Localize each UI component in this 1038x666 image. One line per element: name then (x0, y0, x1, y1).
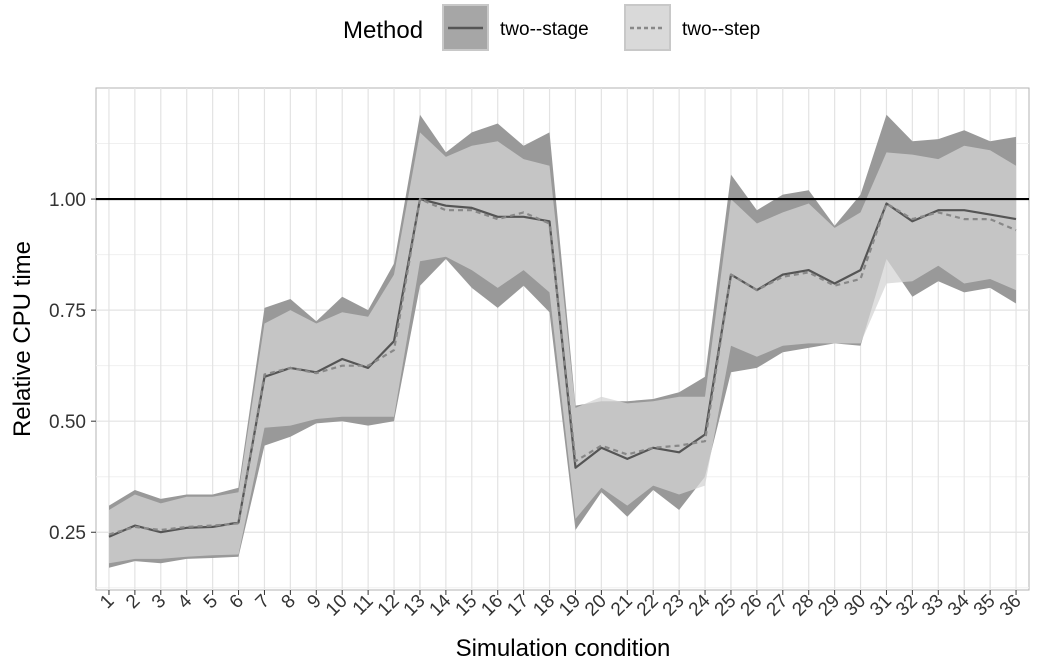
x-tick-label: 36 (996, 591, 1026, 621)
legend-label-two-step: two--step (682, 19, 760, 40)
line-two-step (108, 198, 1017, 536)
x-tick-label: 8 (278, 591, 300, 613)
y-tick-label: 1.00 (49, 190, 86, 211)
y-tick-label: 0.75 (49, 301, 86, 322)
x-tick-label: 7 (252, 591, 274, 613)
x-tick-label: 2 (122, 591, 144, 613)
x-tick-label: 5 (200, 591, 222, 613)
legend-label-two-stage: two--stage (500, 19, 589, 40)
x-tick-label: 1 (96, 591, 118, 613)
y-axis-title: Relative CPU time (9, 241, 36, 437)
legend-title: Method (343, 17, 423, 44)
series-lines (108, 198, 1017, 538)
legend: Method two--stage two--step (343, 4, 760, 51)
y-tick-label: 0.50 (49, 412, 86, 433)
grid-minor (96, 143, 1029, 589)
x-tick-label: 4 (174, 590, 197, 613)
x-tick-label: 9 (303, 591, 325, 613)
x-tick-label: 10 (322, 591, 352, 621)
x-axis-title: Simulation condition (456, 635, 671, 662)
x-tick-label: 3 (148, 591, 170, 613)
x-tick-label: 6 (226, 591, 248, 613)
y-axis: 0.25 0.50 0.75 1.00 (49, 190, 96, 544)
y-tick-label: 0.25 (49, 523, 86, 544)
x-axis: 1 2 3 4 5 6 7 8 91011121314151617181920212223242… (96, 590, 1026, 621)
